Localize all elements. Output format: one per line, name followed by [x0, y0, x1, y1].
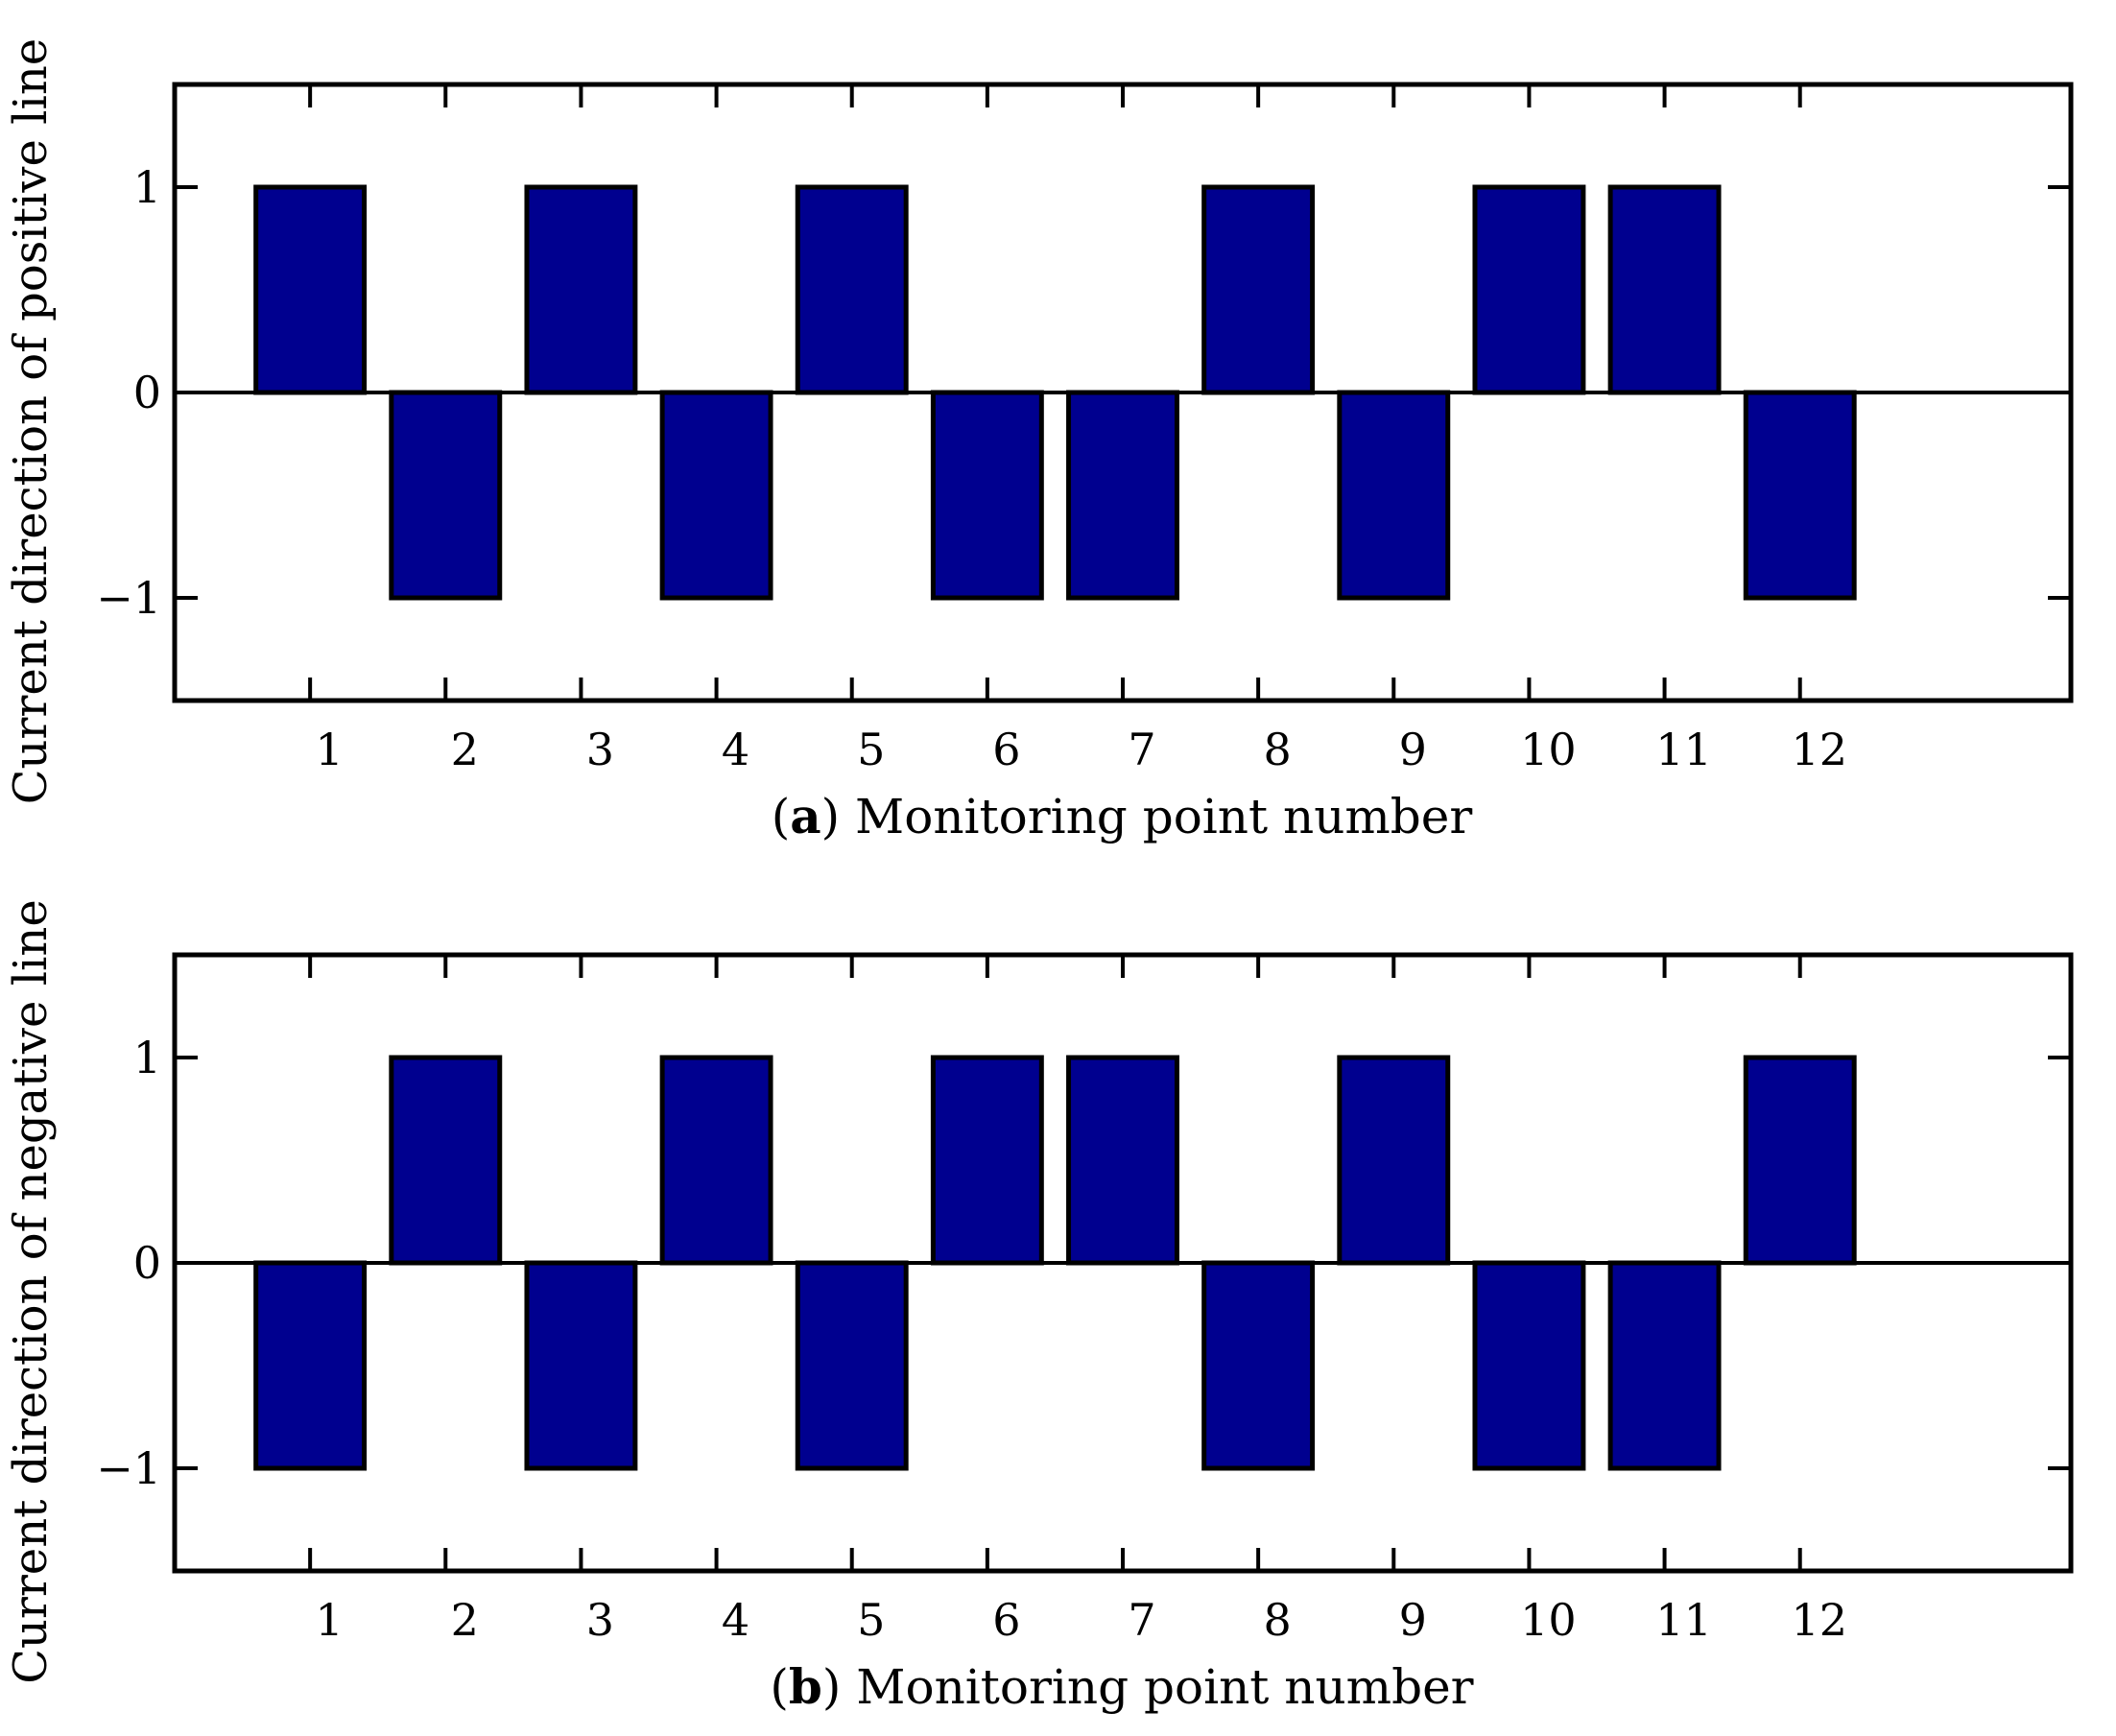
x-tick-label: 5 [857, 724, 885, 775]
bar-11 [1607, 1260, 1722, 1471]
bar-1 [253, 1260, 368, 1471]
x-tick-label: 1 [316, 724, 344, 775]
y-tick-label: 1 [133, 161, 161, 213]
chart-panel-1: 1 2 3 4 5 6 7 8 9 10 11 12−101(a) Monitoring point … [4, 38, 2074, 844]
x-tick-label: 12 [1791, 1594, 1847, 1646]
x-axis-label-text: Monitoring point number [855, 789, 1472, 844]
x-tick-label: 11 [1655, 1594, 1712, 1646]
bar-12 [1743, 390, 1857, 601]
bar-3 [524, 184, 638, 395]
x-tick-label: 3 [586, 1594, 614, 1646]
chart-panel-2: 1 2 3 4 5 6 7 8 9 10 11 12−101(b) Monitoring point … [4, 899, 2074, 1715]
y-axis-label: Current direction of positive line [4, 38, 58, 804]
x-tick-label: 12 [1791, 724, 1847, 775]
panel-letter: a [790, 788, 820, 844]
bar-7 [1066, 390, 1179, 601]
bar-10 [1472, 1260, 1586, 1471]
x-tick-label: 8 [1264, 1594, 1292, 1646]
x-tick-label: 7 [1128, 1594, 1155, 1646]
x-tick-label: 6 [992, 1594, 1020, 1646]
x-tick-label: 6 [992, 724, 1020, 775]
bar-5 [795, 1260, 909, 1471]
x-tick-label: 1 [316, 1594, 344, 1646]
y-tick-label: 0 [133, 367, 161, 418]
x-tick-label: 11 [1655, 724, 1712, 775]
bar-7 [1066, 1055, 1179, 1266]
bar-10 [1472, 184, 1586, 395]
y-tick-label: −1 [96, 1442, 161, 1494]
bar-2 [389, 1055, 503, 1266]
x-axis-label: (b) Monitoring point number [770, 1658, 1473, 1715]
x-tick-label: 4 [722, 1594, 749, 1646]
x-tick-label: 3 [586, 724, 614, 775]
x-tick-label: 10 [1520, 724, 1577, 775]
x-tick-label: 8 [1264, 724, 1292, 775]
x-tick-label: 2 [451, 724, 479, 775]
x-tick-label: 7 [1128, 724, 1155, 775]
bar-5 [795, 184, 909, 395]
bar-11 [1607, 184, 1722, 395]
x-axis-label-open-paren: ( [772, 789, 791, 844]
panel-letter: b [789, 1658, 822, 1715]
bar-12 [1743, 1055, 1857, 1266]
bar-2 [389, 390, 503, 601]
x-tick-label: 9 [1399, 1594, 1427, 1646]
bar-6 [930, 390, 1044, 601]
bar-9 [1337, 1055, 1451, 1266]
bar-3 [524, 1260, 638, 1471]
y-axis-label: Current direction of negative line [4, 899, 58, 1683]
x-axis-label: (a) Monitoring point number [772, 788, 1473, 844]
bar-1 [253, 184, 368, 395]
y-tick-label: −1 [96, 572, 161, 624]
x-tick-label: 5 [857, 1594, 885, 1646]
x-tick-label: 4 [722, 724, 749, 775]
bar-9 [1337, 390, 1451, 601]
bar-4 [659, 1055, 773, 1266]
y-tick-label: 0 [133, 1237, 161, 1289]
y-tick-label: 1 [133, 1032, 161, 1083]
bar-4 [659, 390, 773, 601]
x-tick-label: 2 [451, 1594, 479, 1646]
x-axis-label-text: Monitoring point number [856, 1659, 1473, 1715]
x-tick-label: 10 [1520, 1594, 1577, 1646]
x-axis-label-close-paren: ) [821, 789, 855, 844]
bar-8 [1201, 1260, 1316, 1471]
bar-8 [1201, 184, 1316, 395]
x-tick-label: 9 [1399, 724, 1427, 775]
x-axis-label-open-paren: ( [770, 1659, 789, 1715]
bar-6 [930, 1055, 1044, 1266]
x-axis-label-close-paren: ) [822, 1659, 856, 1715]
